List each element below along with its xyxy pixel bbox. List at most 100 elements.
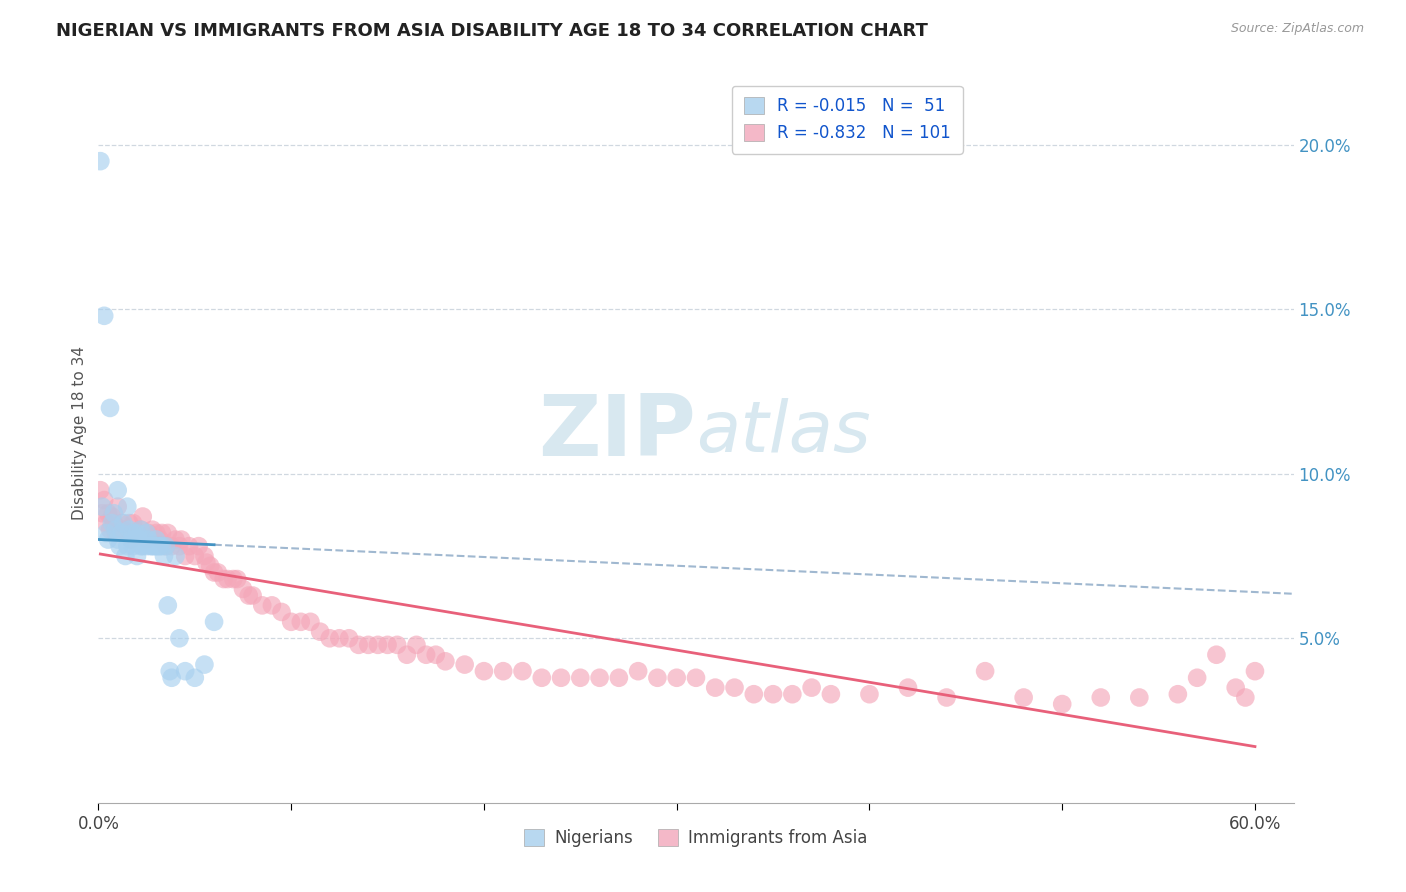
Point bbox=[550, 671, 572, 685]
Point bbox=[155, 539, 177, 553]
Legend: Nigerians, Immigrants from Asia: Nigerians, Immigrants from Asia bbox=[517, 822, 875, 854]
Point bbox=[472, 664, 495, 678]
Point bbox=[665, 671, 688, 685]
Point bbox=[357, 638, 380, 652]
Point bbox=[328, 632, 350, 646]
Point bbox=[101, 516, 124, 530]
Point bbox=[97, 506, 120, 520]
Point bbox=[434, 654, 457, 668]
Point bbox=[588, 671, 610, 685]
Point bbox=[160, 671, 183, 685]
Point bbox=[280, 615, 302, 629]
Point bbox=[337, 632, 360, 646]
Point bbox=[125, 526, 148, 541]
Point bbox=[1167, 687, 1189, 701]
Point bbox=[1225, 681, 1247, 695]
Point bbox=[627, 664, 650, 678]
Point bbox=[974, 664, 997, 678]
Point bbox=[143, 539, 166, 553]
Point bbox=[138, 526, 160, 541]
Point bbox=[212, 572, 235, 586]
Point bbox=[200, 558, 222, 573]
Point bbox=[150, 539, 173, 553]
Point bbox=[647, 671, 669, 685]
Point bbox=[145, 526, 167, 541]
Point bbox=[141, 523, 163, 537]
Point bbox=[207, 566, 229, 580]
Point bbox=[114, 549, 136, 563]
Point bbox=[425, 648, 447, 662]
Point bbox=[165, 549, 187, 563]
Point bbox=[217, 572, 239, 586]
Point bbox=[762, 687, 785, 701]
Point bbox=[135, 539, 157, 553]
Point bbox=[94, 526, 117, 541]
Point bbox=[122, 539, 145, 553]
Point bbox=[252, 599, 274, 613]
Point bbox=[232, 582, 254, 596]
Point bbox=[492, 664, 515, 678]
Point bbox=[101, 509, 124, 524]
Point bbox=[134, 533, 156, 547]
Point bbox=[135, 526, 157, 541]
Point bbox=[177, 539, 200, 553]
Point bbox=[309, 624, 332, 639]
Point bbox=[385, 638, 409, 652]
Point bbox=[160, 539, 183, 553]
Point bbox=[122, 526, 145, 541]
Point bbox=[347, 638, 370, 652]
Point bbox=[170, 533, 193, 547]
Point bbox=[1234, 690, 1257, 705]
Point bbox=[742, 687, 765, 701]
Point bbox=[226, 572, 249, 586]
Point bbox=[242, 589, 264, 603]
Point bbox=[1205, 648, 1227, 662]
Point bbox=[156, 599, 179, 613]
Point bbox=[800, 681, 823, 695]
Point bbox=[112, 523, 135, 537]
Point bbox=[156, 526, 179, 541]
Point bbox=[858, 687, 880, 701]
Point bbox=[174, 549, 197, 563]
Text: ZIP: ZIP bbox=[538, 391, 696, 475]
Point bbox=[145, 533, 167, 547]
Point bbox=[569, 671, 592, 685]
Point bbox=[107, 500, 129, 514]
Point bbox=[118, 516, 141, 530]
Point bbox=[118, 523, 141, 537]
Point bbox=[98, 523, 121, 537]
Point bbox=[377, 638, 399, 652]
Text: NIGERIAN VS IMMIGRANTS FROM ASIA DISABILITY AGE 18 TO 34 CORRELATION CHART: NIGERIAN VS IMMIGRANTS FROM ASIA DISABIL… bbox=[56, 22, 928, 40]
Point bbox=[238, 589, 260, 603]
Point bbox=[184, 549, 207, 563]
Point bbox=[108, 539, 131, 553]
Point bbox=[319, 632, 342, 646]
Point bbox=[91, 500, 114, 514]
Point bbox=[174, 664, 197, 678]
Point bbox=[125, 526, 148, 541]
Point bbox=[148, 539, 170, 553]
Point bbox=[222, 572, 245, 586]
Point bbox=[122, 516, 145, 530]
Point bbox=[260, 599, 283, 613]
Point bbox=[93, 309, 115, 323]
Point bbox=[1244, 664, 1267, 678]
Point bbox=[128, 533, 150, 547]
Text: atlas: atlas bbox=[696, 398, 870, 467]
Point bbox=[607, 671, 630, 685]
Point bbox=[187, 539, 209, 553]
Point bbox=[125, 549, 148, 563]
Point bbox=[155, 539, 177, 553]
Point bbox=[129, 539, 152, 553]
Point bbox=[103, 516, 125, 530]
Point bbox=[193, 549, 215, 563]
Point bbox=[367, 638, 389, 652]
Point bbox=[935, 690, 957, 705]
Point bbox=[169, 632, 191, 646]
Point bbox=[104, 526, 127, 541]
Point bbox=[405, 638, 427, 652]
Point bbox=[145, 539, 167, 553]
Point bbox=[150, 526, 173, 541]
Point bbox=[112, 516, 135, 530]
Point bbox=[897, 681, 920, 695]
